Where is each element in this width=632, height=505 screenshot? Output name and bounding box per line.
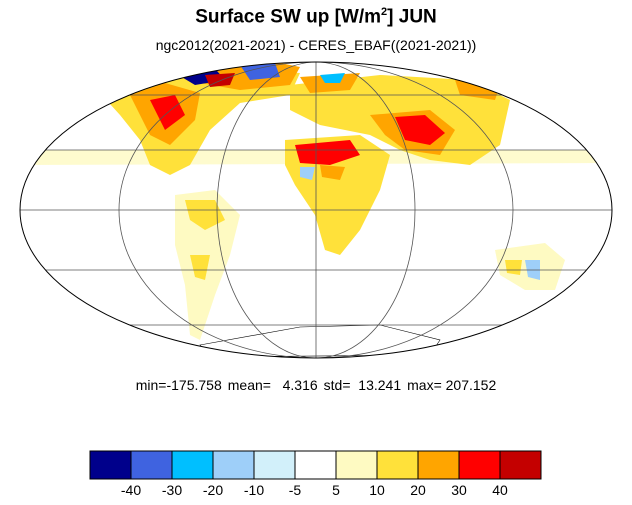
colorbar-label: 20	[410, 482, 426, 498]
africa-region	[285, 135, 390, 255]
stat-min: min=-175.758	[135, 377, 222, 393]
plot-title: Surface SW up [W/m2] JUN	[0, 6, 632, 28]
colorbar-box	[212, 450, 255, 480]
colorbar-label: 5	[332, 482, 340, 498]
graticule	[20, 62, 612, 358]
title-superscript: 2	[381, 6, 388, 18]
colorbar-box	[376, 450, 419, 480]
stat-max: max= 207.152	[407, 377, 497, 393]
colorbar-label: -5	[289, 482, 302, 498]
colorbar-box	[171, 450, 214, 480]
colorbar-box	[89, 450, 132, 480]
colorbar-label: -20	[203, 482, 223, 498]
title-suffix: ] JUN	[387, 6, 437, 28]
stat-std: std= 13.241	[323, 377, 402, 393]
colorbar-label: -30	[162, 482, 182, 498]
title-prefix: Surface SW up [W/m	[195, 6, 382, 28]
colorbar-label: 40	[492, 482, 508, 498]
world-map	[19, 61, 613, 359]
colorbar-label: -40	[121, 482, 141, 498]
plot-subtitle: ngc2012(2021-2021) - CERES_EBAF((2021-20…	[155, 37, 477, 53]
colorbar-box	[499, 450, 542, 480]
colorbar-label: 10	[369, 482, 385, 498]
colorbar-box	[458, 450, 501, 480]
map-outline	[19, 61, 613, 359]
stat-mean: mean= 4.316	[227, 377, 318, 393]
colorbar-box	[335, 450, 378, 480]
colorbar-box	[417, 450, 460, 480]
colorbar-box	[253, 450, 296, 480]
colorbar-box	[294, 450, 337, 480]
statistics-line: min=-175.758 mean= 4.316 std= 13.241 max= 2…	[0, 377, 632, 393]
colorbar-box	[130, 450, 173, 480]
colorbar-label: -10	[244, 482, 264, 498]
colorbar-label: 30	[451, 482, 467, 498]
colorbar: -40 -30 -20 -10 -5 5 10 20 30 40	[89, 450, 542, 498]
